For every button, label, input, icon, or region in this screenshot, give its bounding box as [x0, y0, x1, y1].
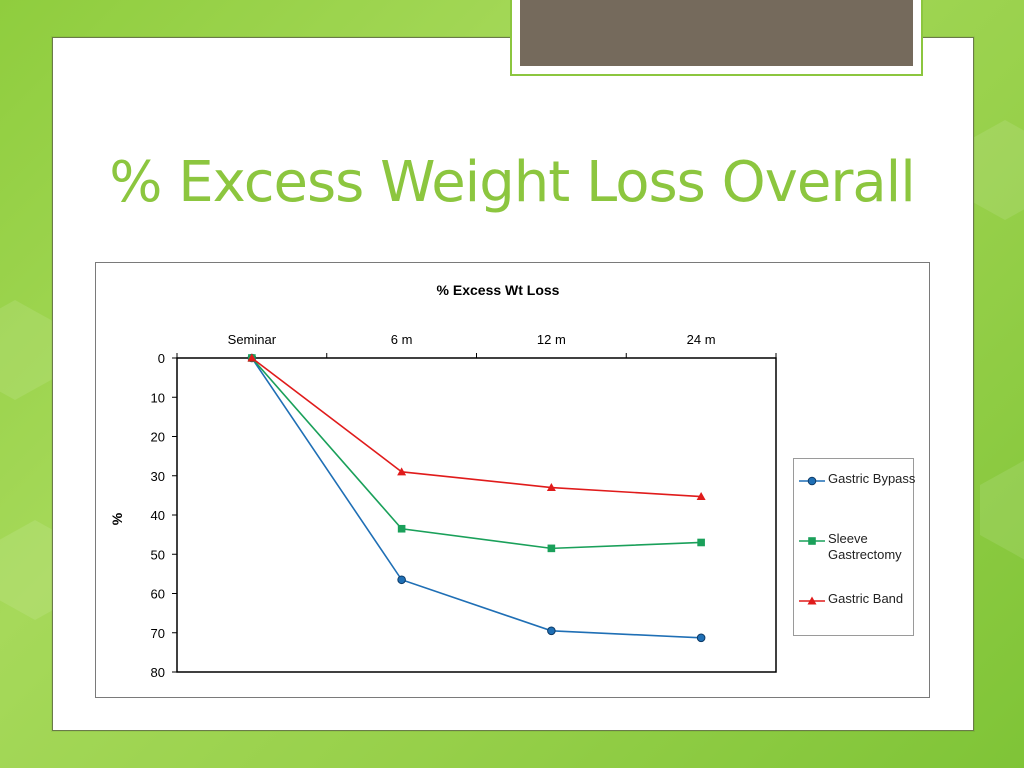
data-point-sleeve-gastrectomy [697, 538, 705, 547]
header-tab-fill [520, 0, 913, 66]
data-point-gastric-band [247, 353, 257, 362]
data-point-gastric-bypass [547, 626, 556, 636]
y-tick-label: 50 [151, 547, 165, 562]
data-point-gastric-bypass [696, 633, 706, 643]
data-point-gastric-band [696, 492, 706, 501]
legend-label: Sleeve Gastrectomy [828, 531, 902, 562]
data-point-sleeve-gastrectomy [547, 544, 556, 553]
x-tick-label: 24 m [687, 332, 716, 347]
y-tick-label: 80 [151, 665, 165, 680]
chart-legend: Gastric Bypass Sleeve Gastrectomy Gastric … [793, 458, 915, 636]
x-tick-label: 12 m [537, 332, 566, 347]
x-tick-label: 6 m [391, 332, 413, 347]
legend-swatch-gastric-band [799, 596, 825, 605]
x-tick-label: Seminar [228, 332, 277, 347]
plot-area [176, 357, 777, 673]
data-point-gastric-band [546, 483, 556, 492]
legend-swatch-sleeve-gastrectomy [799, 537, 825, 545]
legend-label: Gastric Band [828, 591, 904, 606]
data-point-gastric-band [397, 467, 407, 476]
series-line-gastric-bypass [251, 357, 702, 639]
legend-label: Gastric Bypass [828, 471, 916, 486]
y-tick-label: 70 [151, 626, 165, 641]
y-tick-label: 60 [151, 587, 165, 602]
y-axis-label: % [109, 512, 125, 525]
y-tick-label: 40 [151, 508, 165, 523]
y-tick-label: 20 [151, 430, 165, 445]
chart-frame [95, 262, 930, 698]
data-point-gastric-bypass [397, 575, 406, 585]
y-tick-label: 0 [158, 351, 165, 366]
y-tick-label: 10 [151, 390, 165, 405]
y-tick-label: 30 [151, 469, 165, 484]
legend-swatch-gastric-bypass [799, 476, 825, 486]
slide-title: % Excess Weight Loss Overall [109, 150, 916, 215]
chart-title: % Excess Wt Loss [437, 282, 560, 298]
data-point-sleeve-gastrectomy [397, 524, 406, 533]
header-tab [510, 0, 923, 76]
series-line-sleeve-gastrectomy [251, 357, 702, 550]
series-line-gastric-band [251, 357, 702, 498]
